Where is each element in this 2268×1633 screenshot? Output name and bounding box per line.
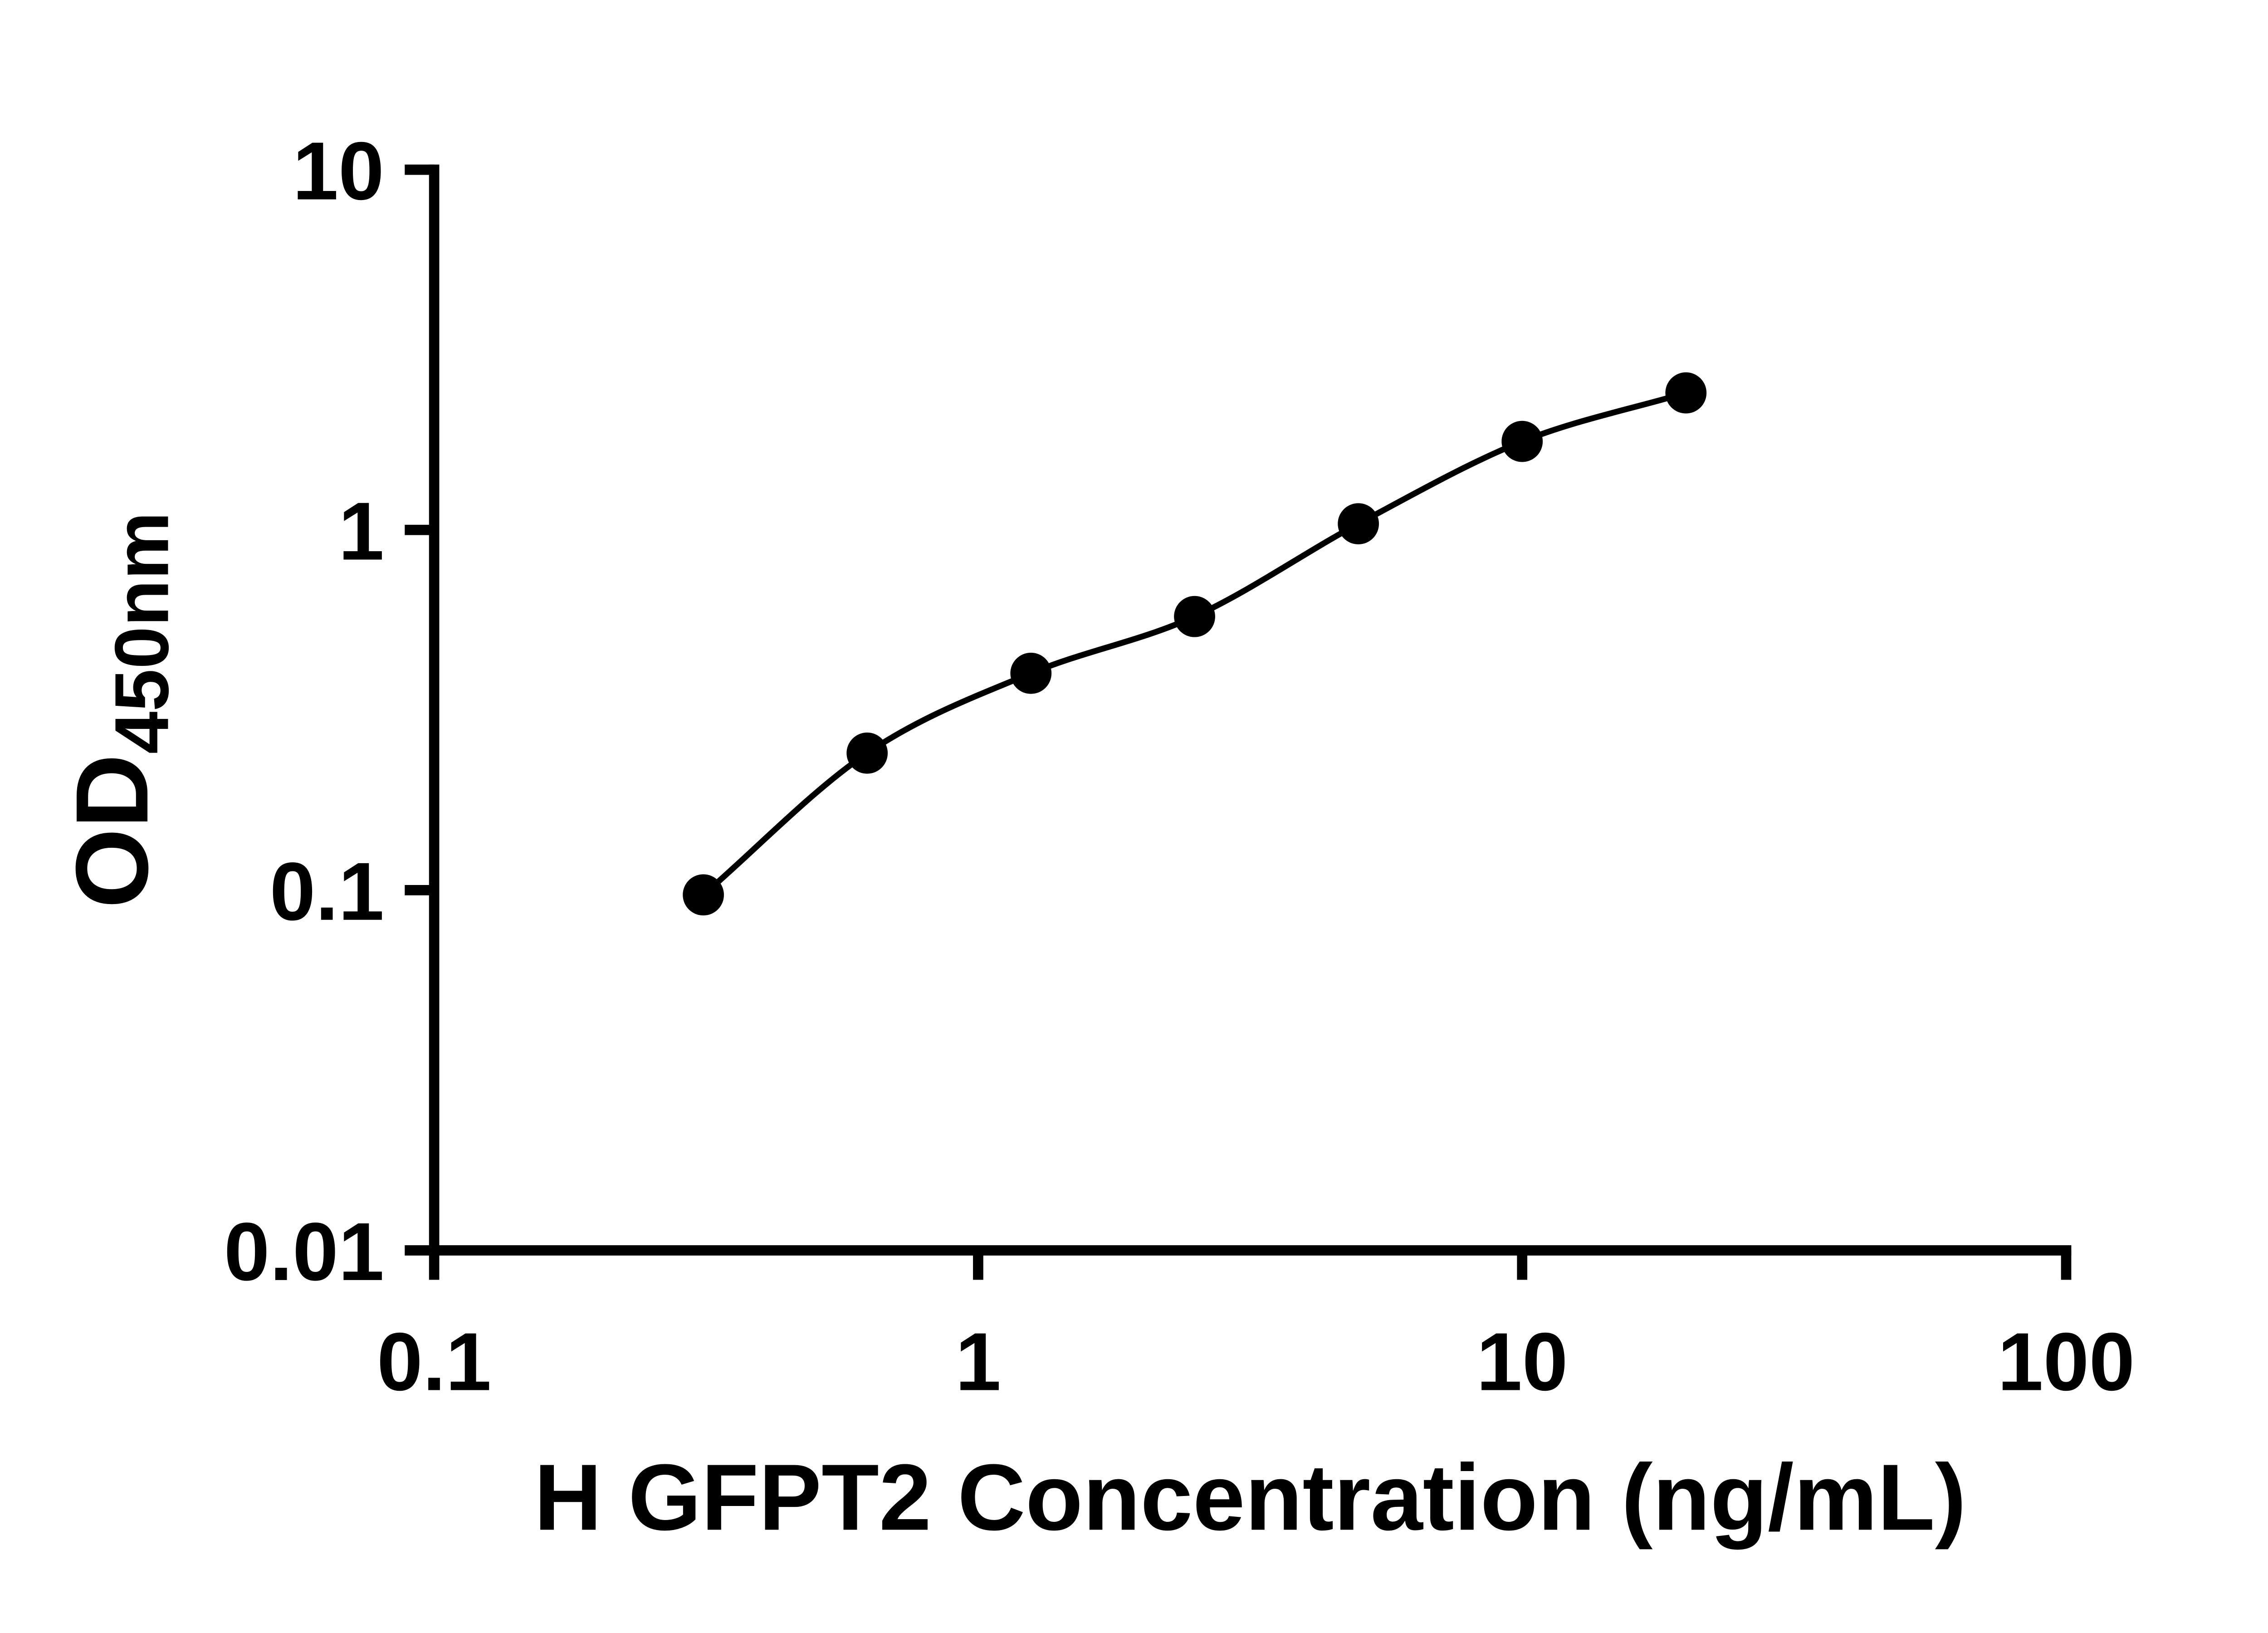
y-tick-label: 0.1 xyxy=(270,846,384,937)
data-point xyxy=(846,732,888,774)
data-point xyxy=(683,874,724,915)
x-tick-label: 10 xyxy=(1476,1316,1568,1408)
y-tick-label: 0.01 xyxy=(224,1206,384,1298)
axis-lines xyxy=(429,164,2072,1256)
y-axis-title: OD450nm xyxy=(55,512,184,908)
chart-svg: 0.1 1 10 100 0.01 0.1 1 10 H GFPT2 Concentration… xyxy=(55,125,2135,1550)
x-tick-label: 1 xyxy=(955,1316,1001,1408)
data-point xyxy=(1665,372,1707,414)
data-point xyxy=(1010,652,1052,694)
data-point xyxy=(1174,596,1215,637)
data-point xyxy=(1338,503,1379,544)
y-tick-label: 1 xyxy=(338,485,384,577)
x-tick-label: 0.1 xyxy=(377,1316,491,1408)
standard-curve-figure: 0.1 1 10 100 0.01 0.1 1 10 H GFPT2 Concentration… xyxy=(0,23,2268,1611)
x-axis-title: H GFPT2 Concentration (ng/mL) xyxy=(534,1444,1966,1550)
data-point xyxy=(1501,420,1543,462)
y-tick-label: 10 xyxy=(293,125,384,217)
x-tick-label: 100 xyxy=(1998,1316,2135,1408)
fit-curve xyxy=(701,390,1687,897)
